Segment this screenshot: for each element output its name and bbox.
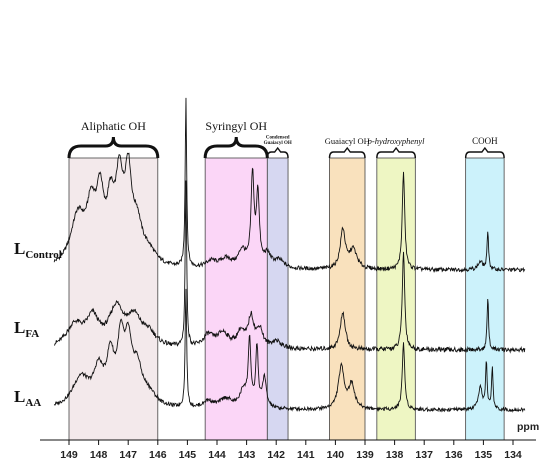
trace-name-fa: LFA [14,318,39,340]
x-tick-label-146: 146 [149,449,167,461]
trace-layer [53,97,526,413]
brace-p-hydroxyphenyl [376,146,417,159]
brace-aliphatic-oh [67,136,160,159]
region-label-syringyl-oh: Syringyl OH [205,119,267,133]
x-tick-label-144: 144 [208,449,226,461]
x-tick-label-147: 147 [119,449,137,461]
spectrum-trace-aa [53,288,526,413]
region-label-cooh: COOH [472,136,498,146]
brace-guaiacyl-oh [328,146,366,159]
brace-layer: Aliphatic OH Syringyl OHCondensedGuaiacyl… [67,119,505,159]
x-tick-label-145: 145 [179,449,197,461]
region-syringyl-oh [204,157,268,441]
region-layer [68,157,505,441]
x-tick-label-143: 143 [238,449,256,461]
x-tick-label-141: 141 [297,449,315,461]
region-label-guaiacyl-oh: Guaiacyl OH [325,136,370,146]
region-label-aliphatic-oh: Aliphatic OH [81,119,146,133]
x-tick-label-140: 140 [327,449,345,461]
region-condensed-guaiacyl-oh [266,157,289,441]
svg-text:p-hydroxyphenyl: p-hydroxyphenyl [367,136,425,146]
brace-cooh [464,146,505,159]
svg-text:Guaiacyl OH: Guaiacyl OH [325,136,370,146]
svg-text:COOH: COOH [472,136,498,146]
spectrum-trace-control [53,97,526,274]
x-tick-label-148: 148 [90,449,108,461]
region-cooh [465,157,505,441]
region-aliphatic-oh [68,157,159,441]
trace-names: LControl LFA LAA [14,239,62,409]
trace-name-aa: LAA [14,387,41,409]
x-tick-label-149: 149 [60,449,78,461]
svg-text:Guaiacyl OH: Guaiacyl OH [264,141,292,146]
region-guaiacyl-oh [329,157,366,441]
svg-text:Syringyl OH: Syringyl OH [205,119,267,133]
x-tick-label-134: 134 [504,449,522,461]
x-tick-label-139: 139 [356,449,374,461]
svg-text:Condensed: Condensed [266,136,290,141]
spectrum-trace-fa [53,180,526,354]
x-tick-label-135: 135 [475,449,493,461]
x-tick-label-136: 136 [445,449,463,461]
x-tick-label-142: 142 [267,449,285,461]
brace-syringyl-oh [203,136,269,159]
brace-condensed-guaiacyl-oh [266,146,289,159]
trace-name-control: LControl [14,239,62,261]
x-tick-label-137: 137 [415,449,433,461]
region-p-hydroxyphenyl [376,157,416,441]
x-tick-label-138: 138 [386,449,404,461]
region-label-p-hydroxyphenyl: p-hydroxyphenyl [367,136,425,146]
svg-text:Aliphatic OH: Aliphatic OH [81,119,146,133]
x-axis-unit-label: ppm [517,421,539,433]
x-axis: 149 148 147 146 145 144 143 142 141 140 139 138 137 1… [40,421,539,461]
